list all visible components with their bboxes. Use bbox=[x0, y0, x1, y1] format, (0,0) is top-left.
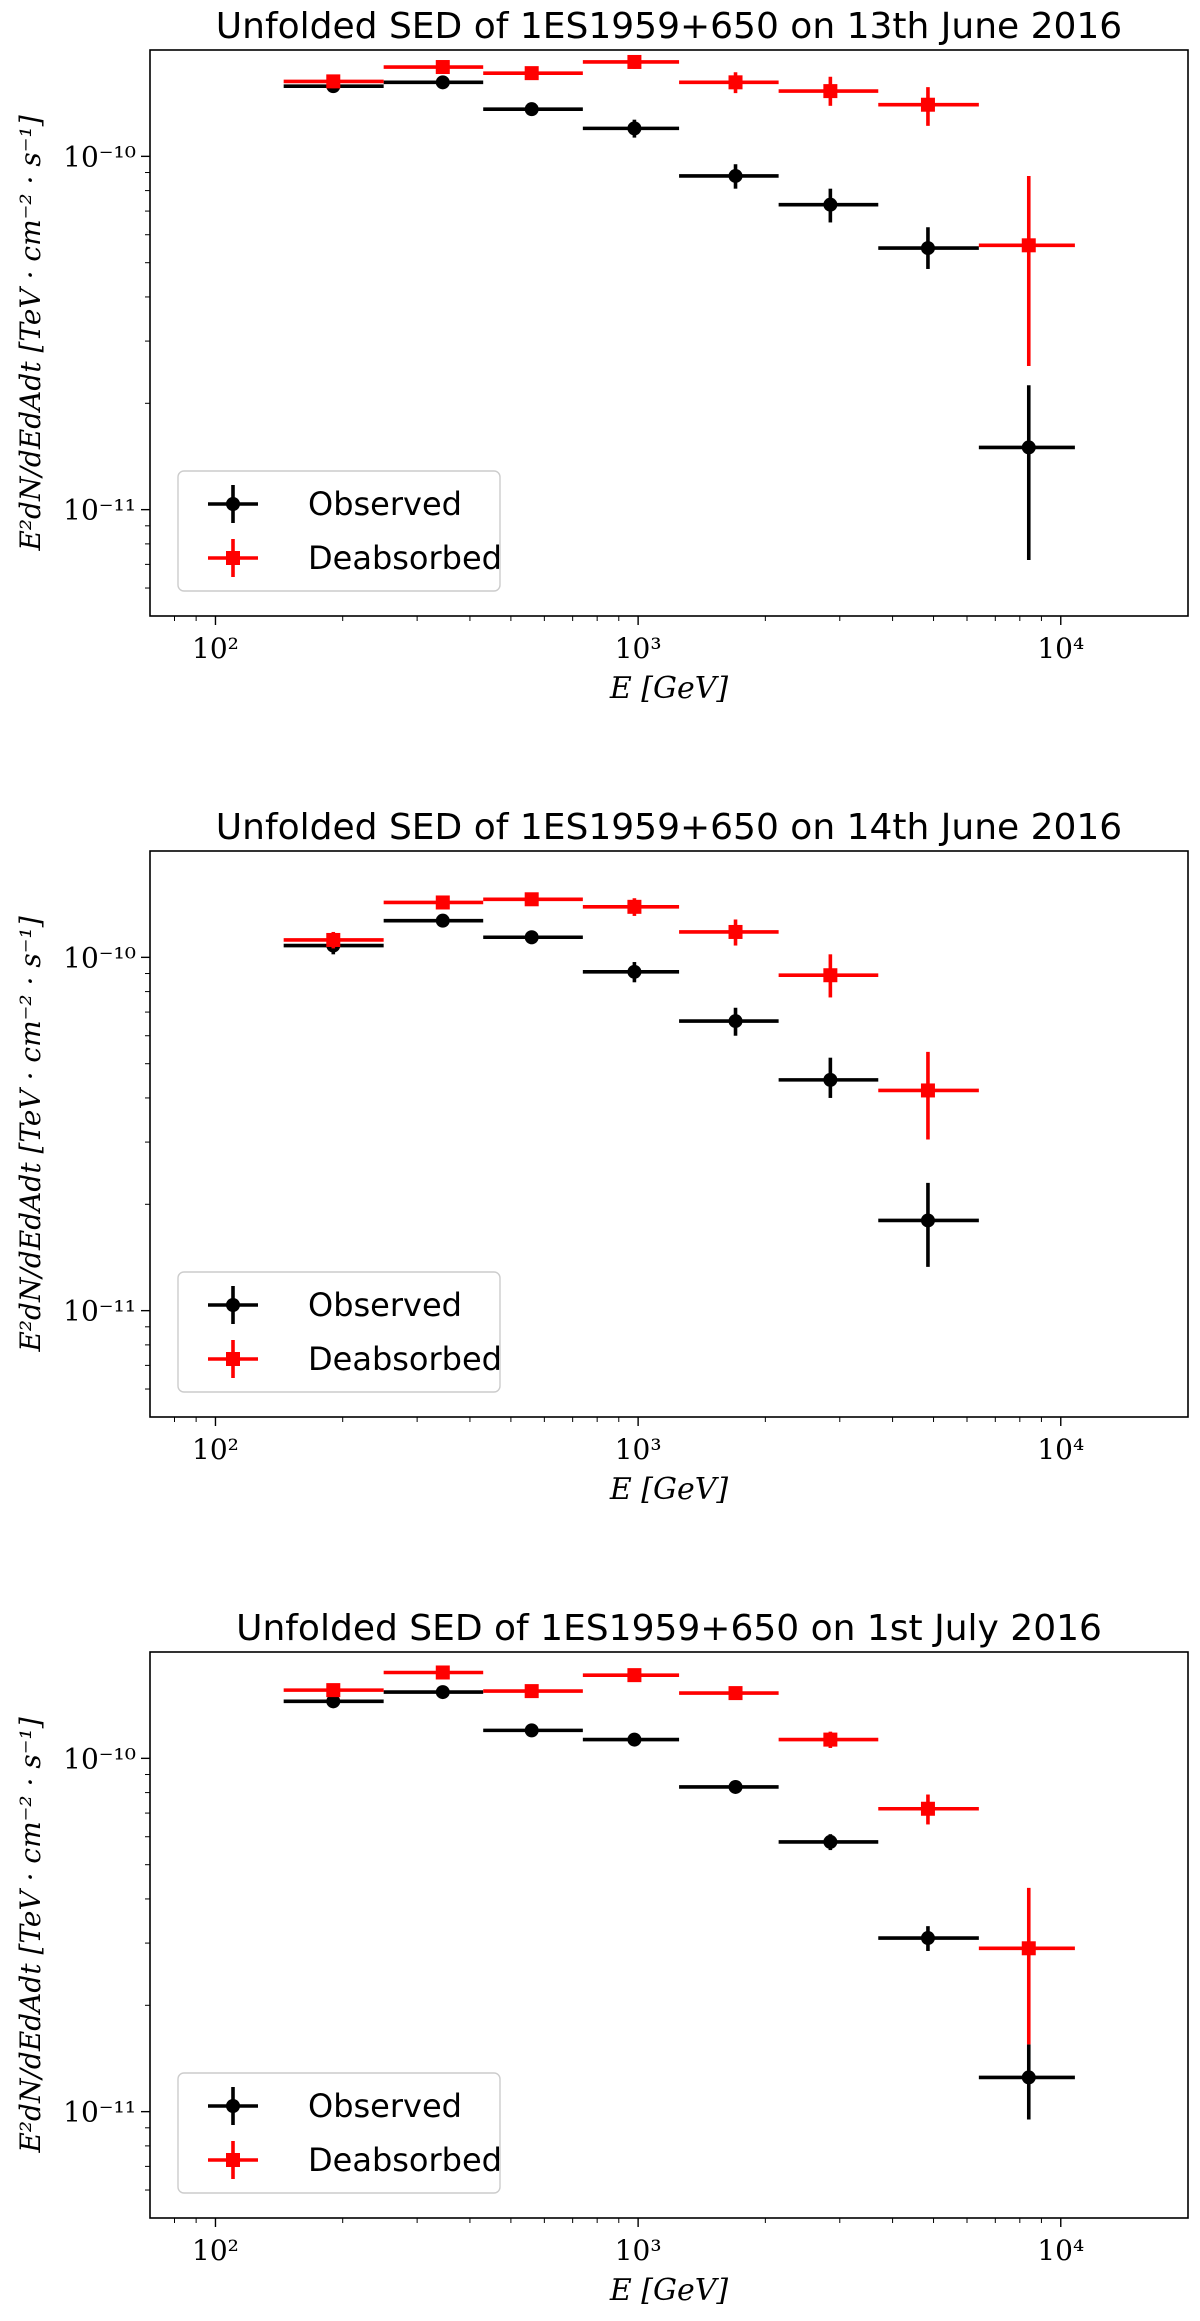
series-deabsorbed bbox=[283, 54, 1075, 367]
data-point-circle bbox=[823, 197, 838, 212]
y-tick-label: 10⁻¹¹ bbox=[63, 1295, 136, 1328]
data-point-square bbox=[326, 932, 341, 947]
data-point-square bbox=[627, 899, 642, 914]
chart-panel-3: Unfolded SED of 1ES1959+650 on 1st July … bbox=[14, 1608, 1189, 2308]
data-point-circle bbox=[435, 913, 450, 928]
legend-label: Observed bbox=[308, 2087, 462, 2125]
data-point-square bbox=[823, 1732, 838, 1747]
x-tick-label: 10³ bbox=[615, 2234, 662, 2267]
data-point-circle bbox=[326, 1694, 341, 1709]
data-point-square bbox=[524, 1684, 539, 1699]
legend: Observed Deabsorbed bbox=[177, 1271, 502, 1393]
legend-label: Deabsorbed bbox=[308, 539, 502, 577]
data-point-circle bbox=[823, 1834, 838, 1849]
data-point-circle bbox=[524, 930, 539, 945]
chart-title: Unfolded SED of 1ES1959+650 on 14th June… bbox=[216, 807, 1122, 848]
legend-box bbox=[177, 2072, 501, 2194]
legend-marker-circle bbox=[226, 2099, 240, 2113]
data-point-circle bbox=[920, 1931, 935, 1946]
x-tick-label: 10⁴ bbox=[1037, 1433, 1084, 1466]
chart-panel-2: Unfolded SED of 1ES1959+650 on 14th June… bbox=[14, 807, 1189, 1507]
data-point-square bbox=[1021, 238, 1036, 253]
series-deabsorbed bbox=[283, 1665, 1075, 2045]
data-point-square bbox=[524, 892, 539, 907]
legend-marker-circle bbox=[226, 497, 240, 511]
chart-title: Unfolded SED of 1ES1959+650 on 13th June… bbox=[216, 6, 1122, 47]
legend-label: Observed bbox=[308, 485, 462, 523]
data-point-circle bbox=[728, 168, 743, 183]
series-deabsorbed bbox=[283, 892, 979, 1140]
x-axis-label: E [GeV] bbox=[609, 1472, 729, 1507]
data-point-square bbox=[435, 895, 450, 910]
legend-box bbox=[177, 470, 501, 592]
legend-label: Deabsorbed bbox=[308, 2141, 502, 2179]
legend-marker-circle bbox=[226, 1298, 240, 1312]
chart-title: Unfolded SED of 1ES1959+650 on 1st July … bbox=[236, 1608, 1102, 1649]
legend-marker-square bbox=[226, 1352, 240, 1366]
data-point-circle bbox=[627, 964, 642, 979]
data-point-circle bbox=[627, 121, 642, 136]
data-point-circle bbox=[435, 75, 450, 90]
data-point-square bbox=[435, 1665, 450, 1680]
x-tick-label: 10² bbox=[192, 1433, 239, 1466]
plot-frame bbox=[149, 850, 1189, 1418]
chart-panel-1: Unfolded SED of 1ES1959+650 on 13th June… bbox=[14, 6, 1189, 706]
series-observed bbox=[283, 913, 979, 1267]
y-axis-label: E²dN/dEdAdt [TeV · cm⁻² · s⁻¹] bbox=[14, 1717, 47, 2153]
x-tick-label: 10⁴ bbox=[1037, 632, 1084, 665]
y-tick-label: 10⁻¹¹ bbox=[63, 2096, 136, 2129]
legend: Observed Deabsorbed bbox=[177, 470, 502, 592]
data-point-square bbox=[823, 84, 838, 99]
data-point-square bbox=[524, 66, 539, 81]
data-point-circle bbox=[920, 1213, 935, 1228]
data-point-circle bbox=[728, 1779, 743, 1794]
y-tick-label: 10⁻¹⁰ bbox=[63, 140, 136, 173]
x-tick-label: 10³ bbox=[615, 632, 662, 665]
x-tick-label: 10² bbox=[192, 632, 239, 665]
legend-box bbox=[177, 1271, 501, 1393]
y-tick-label: 10⁻¹⁰ bbox=[63, 1742, 136, 1775]
data-point-circle bbox=[435, 1685, 450, 1700]
data-point-square bbox=[728, 75, 743, 90]
legend-label: Observed bbox=[308, 1286, 462, 1324]
data-point-square bbox=[920, 1801, 935, 1816]
data-point-square bbox=[1021, 1941, 1036, 1956]
data-point-square bbox=[627, 54, 642, 69]
legend: Observed Deabsorbed bbox=[177, 2072, 502, 2194]
series-observed bbox=[283, 1685, 1075, 2120]
data-point-square bbox=[326, 1683, 341, 1698]
data-point-square bbox=[920, 1083, 935, 1098]
x-axis-label: E [GeV] bbox=[609, 671, 729, 706]
legend-marker-square bbox=[226, 551, 240, 565]
legend-marker-square bbox=[226, 2153, 240, 2167]
data-point-square bbox=[728, 924, 743, 939]
x-tick-label: 10⁴ bbox=[1037, 2234, 1084, 2267]
y-axis-label: E²dN/dEdAdt [TeV · cm⁻² · s⁻¹] bbox=[14, 115, 47, 551]
y-axis-label: E²dN/dEdAdt [TeV · cm⁻² · s⁻¹] bbox=[14, 916, 47, 1352]
data-point-circle bbox=[1021, 2070, 1036, 2085]
data-point-circle bbox=[920, 241, 935, 256]
y-tick-label: 10⁻¹¹ bbox=[63, 494, 136, 527]
plot-frame bbox=[149, 49, 1189, 617]
data-point-circle bbox=[524, 102, 539, 117]
data-point-square bbox=[435, 60, 450, 75]
data-point-square bbox=[823, 968, 838, 983]
legend-label: Deabsorbed bbox=[308, 1340, 502, 1378]
data-point-square bbox=[728, 1686, 743, 1701]
data-point-square bbox=[627, 1668, 642, 1683]
x-tick-label: 10³ bbox=[615, 1433, 662, 1466]
x-tick-label: 10² bbox=[192, 2234, 239, 2267]
data-point-circle bbox=[627, 1732, 642, 1747]
x-axis-label: E [GeV] bbox=[609, 2273, 729, 2308]
data-point-circle bbox=[524, 1723, 539, 1738]
data-point-square bbox=[326, 74, 341, 89]
plot-frame bbox=[149, 1651, 1189, 2219]
data-point-square bbox=[920, 97, 935, 112]
y-tick-label: 10⁻¹⁰ bbox=[63, 941, 136, 974]
data-point-circle bbox=[728, 1014, 743, 1029]
data-point-circle bbox=[1021, 440, 1036, 455]
data-point-circle bbox=[823, 1072, 838, 1087]
